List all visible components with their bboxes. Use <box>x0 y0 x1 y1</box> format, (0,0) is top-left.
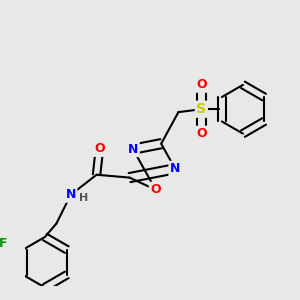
Text: O: O <box>196 127 207 140</box>
Text: O: O <box>196 78 207 92</box>
Text: S: S <box>196 102 206 116</box>
Text: O: O <box>150 183 161 196</box>
Text: N: N <box>128 142 138 156</box>
Text: N: N <box>66 188 76 201</box>
Text: F: F <box>0 237 7 250</box>
Text: O: O <box>94 142 105 155</box>
Text: N: N <box>170 162 180 175</box>
Text: H: H <box>79 193 88 203</box>
